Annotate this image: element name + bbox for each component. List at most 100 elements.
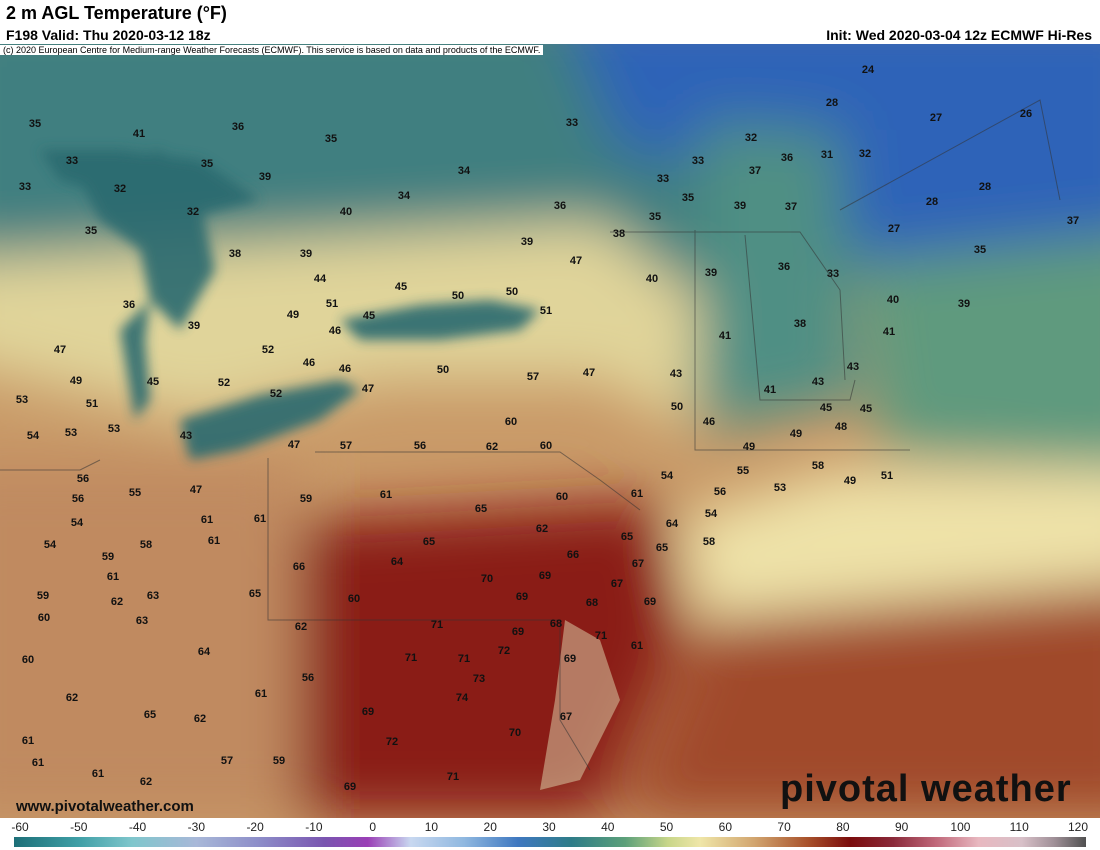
temperature-label: 40 — [887, 294, 899, 306]
temperature-label: 51 — [881, 470, 893, 482]
colorbar-tick: 60 — [718, 820, 733, 834]
temperature-label: 50 — [671, 401, 683, 413]
temperature-label: 51 — [86, 398, 98, 410]
temperature-label: 55 — [737, 465, 749, 477]
temperature-label: 69 — [539, 570, 551, 582]
temperature-label: 24 — [862, 64, 875, 76]
temperature-label: 54 — [44, 539, 57, 551]
temperature-label: 34 — [398, 190, 411, 202]
temperature-label: 47 — [288, 439, 300, 451]
header: 2 m AGL Temperature (°F) F198 Valid: Thu… — [0, 0, 1100, 46]
colorbar-tick: -50 — [70, 820, 88, 834]
temperature-label: 46 — [339, 363, 351, 375]
temperature-label: 54 — [661, 470, 674, 482]
temperature-label: 28 — [926, 196, 938, 208]
temperature-label: 53 — [65, 427, 77, 439]
temperature-label: 69 — [512, 626, 524, 638]
temperature-label: 39 — [188, 320, 200, 332]
temperature-label: 45 — [363, 310, 375, 322]
temperature-label: 65 — [423, 536, 435, 548]
temperature-label: 51 — [326, 298, 338, 310]
temperature-label: 67 — [611, 578, 623, 590]
temperature-label: 52 — [262, 344, 274, 356]
colorbar-tick: -10 — [305, 820, 323, 834]
temperature-label: 46 — [703, 416, 715, 428]
temperature-label: 60 — [348, 593, 360, 605]
colorbar-tick: 50 — [659, 820, 674, 834]
temperature-label: 59 — [37, 590, 49, 602]
colorbar-tick: 110 — [1009, 820, 1029, 834]
temperature-label: 69 — [516, 591, 528, 603]
temperature-label: 39 — [300, 248, 312, 260]
temperature-label: 56 — [414, 440, 426, 452]
temperature-label: 66 — [567, 549, 579, 561]
temperature-label: 62 — [295, 621, 307, 633]
temperature-label: 39 — [521, 236, 533, 248]
temperature-label: 64 — [666, 518, 679, 530]
temperature-label: 69 — [564, 653, 576, 665]
temperature-label: 65 — [249, 588, 261, 600]
title: 2 m AGL Temperature (°F) — [6, 3, 227, 23]
temperature-label: 45 — [820, 402, 832, 414]
temperature-label: 43 — [812, 376, 824, 388]
temperature-label: 61 — [208, 535, 220, 547]
temperature-label: 70 — [509, 727, 521, 739]
temperature-label: 58 — [812, 460, 824, 472]
temperature-label: 43 — [180, 430, 192, 442]
colorbar-tick: 0 — [369, 820, 376, 834]
temperature-label: 59 — [300, 493, 312, 505]
temperature-label: 71 — [458, 653, 470, 665]
temperature-label: 57 — [527, 371, 539, 383]
temperature-labels: 24 28 27 26 35 41 36 35 33 32 36 31 32 33 35 34 33 37 33 32… — [16, 64, 1079, 793]
temperature-label: 61 — [22, 735, 34, 747]
temperature-label: 37 — [1067, 215, 1079, 227]
temperature-label: 58 — [703, 536, 715, 548]
temperature-label: 54 — [705, 508, 718, 520]
temperature-label: 62 — [536, 523, 548, 535]
temperature-label: 61 — [107, 571, 119, 583]
temperature-label: 31 — [821, 149, 833, 161]
temperature-label: 47 — [54, 344, 66, 356]
temperature-label: 32 — [187, 206, 199, 218]
temperature-label: 47 — [190, 484, 202, 496]
temperature-label: 37 — [785, 201, 797, 213]
temperature-label: 38 — [229, 248, 241, 260]
temperature-label: 39 — [734, 200, 746, 212]
temperature-label: 33 — [66, 155, 78, 167]
copyright: (c) 2020 European Centre for Medium-rang… — [0, 45, 544, 55]
temperature-label: 35 — [682, 192, 694, 204]
temperature-label: 33 — [566, 117, 578, 129]
temperature-label: 56 — [77, 473, 89, 485]
temperature-label: 53 — [108, 423, 120, 435]
temperature-label: 56 — [302, 672, 314, 684]
temperature-label: 45 — [860, 403, 872, 415]
temperature-label: 60 — [540, 440, 552, 452]
temperature-label: 58 — [140, 539, 152, 551]
temperature-label: 64 — [198, 646, 211, 658]
colorbar-tick: 30 — [542, 820, 556, 834]
temperature-label: 62 — [66, 692, 78, 704]
temperature-label: 69 — [362, 706, 374, 718]
temperature-label: 65 — [621, 531, 633, 543]
temperature-label: 62 — [140, 776, 152, 788]
temperature-label: 27 — [930, 112, 942, 124]
temperature-label: 61 — [92, 768, 104, 780]
temperature-label: 53 — [16, 394, 28, 406]
temperature-label: 71 — [405, 652, 417, 664]
temperature-label: 69 — [644, 596, 656, 608]
temperature-label: 62 — [194, 713, 206, 725]
temperature-label: 54 — [27, 430, 40, 442]
temperature-label: 35 — [29, 118, 41, 130]
temperature-label: 65 — [656, 542, 668, 554]
temperature-label: 61 — [380, 489, 392, 501]
temperature-label: 49 — [844, 475, 856, 487]
temperature-label: 50 — [506, 286, 518, 298]
temperature-label: 57 — [221, 755, 233, 767]
temperature-label: 48 — [835, 421, 847, 433]
temperature-label: 61 — [254, 513, 266, 525]
temperature-label: 27 — [888, 223, 900, 235]
valid-time: F198 Valid: Thu 2020-03-12 18z — [6, 27, 211, 43]
temperature-label: 46 — [329, 325, 341, 337]
temperature-label: 43 — [670, 368, 682, 380]
